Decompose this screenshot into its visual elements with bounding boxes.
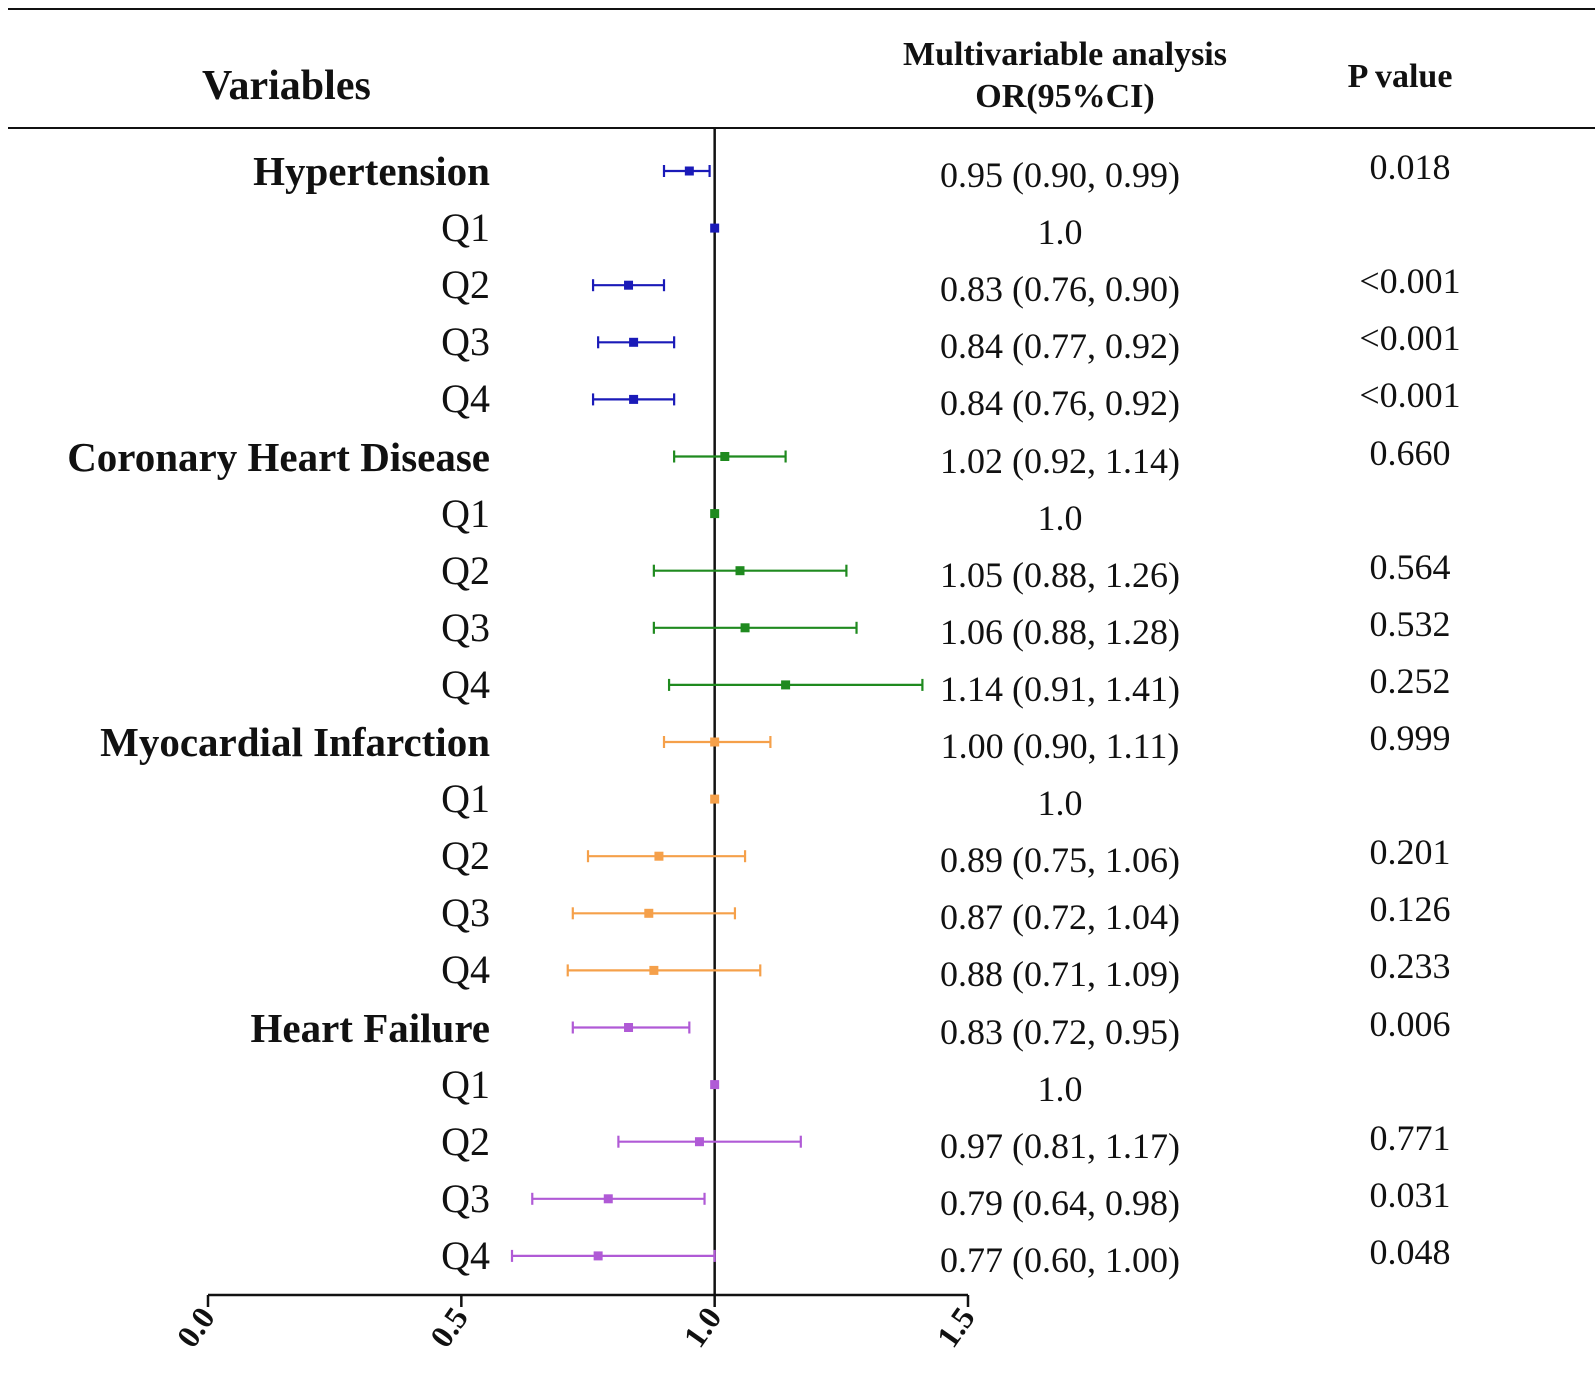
or-ci-text: 1.14 (0.91, 1.41) bbox=[940, 668, 1180, 709]
quartile-label: Q3 bbox=[441, 319, 490, 365]
p-value: 0.660 bbox=[1369, 432, 1451, 473]
x-tick-label-1: 0.5 bbox=[423, 1300, 475, 1353]
or-ci-text: 0.95 (0.90, 0.99) bbox=[940, 155, 1180, 195]
quartile-label: Q1 bbox=[441, 205, 490, 251]
p-value: 0.233 bbox=[1369, 946, 1451, 987]
p-value-header: P value bbox=[1347, 58, 1453, 95]
point-estimate bbox=[710, 1080, 720, 1090]
p-value: 0.999 bbox=[1369, 718, 1451, 758]
or-ci-text: 0.83 (0.72, 0.95) bbox=[940, 1011, 1180, 1052]
point-estimate bbox=[735, 566, 745, 576]
or-ci-text: 1.0 bbox=[1037, 497, 1083, 538]
p-value: 0.126 bbox=[1369, 889, 1451, 930]
quartile-label: Q2 bbox=[441, 547, 490, 593]
quartile-label: Q2 bbox=[441, 1118, 490, 1164]
or-ci-text: 1.05 (0.88, 1.26) bbox=[940, 554, 1180, 595]
p-value: 0.018 bbox=[1369, 147, 1451, 187]
point-estimate bbox=[654, 851, 664, 861]
point-estimate bbox=[710, 509, 720, 519]
or-ci-text: 0.84 (0.77, 0.92) bbox=[940, 326, 1180, 367]
quartile-label: Q1 bbox=[441, 776, 490, 822]
or-ci-text: 0.84 (0.76, 0.92) bbox=[940, 383, 1180, 424]
multivariable-header-line1: Multivariable analysis bbox=[903, 36, 1227, 73]
p-value: 0.201 bbox=[1369, 832, 1451, 873]
quartile-label: Q4 bbox=[441, 661, 490, 707]
or-ci-text: 1.00 (0.90, 1.11) bbox=[940, 726, 1180, 766]
or-ci-text: 0.77 (0.60, 1.00) bbox=[940, 1239, 1180, 1280]
point-estimate bbox=[781, 680, 791, 690]
or-ci-text: 1.0 bbox=[1037, 783, 1083, 824]
x-tick-label-2: 1.0 bbox=[676, 1300, 728, 1353]
point-estimate bbox=[710, 223, 720, 233]
multivariable-header: Multivariable analysis OR(95%CI) bbox=[880, 34, 1250, 118]
point-estimate bbox=[684, 166, 694, 176]
group-label: Coronary Heart Disease bbox=[67, 433, 490, 480]
quartile-label: Q3 bbox=[441, 890, 490, 936]
p-value: 0.771 bbox=[1369, 1117, 1451, 1158]
p-value: 0.564 bbox=[1369, 546, 1451, 587]
p-value: 0.031 bbox=[1369, 1174, 1451, 1215]
point-estimate bbox=[603, 1194, 613, 1204]
quartile-label: Q2 bbox=[441, 833, 490, 879]
point-estimate bbox=[644, 908, 654, 918]
x-tick-label-0: 0.0 bbox=[169, 1300, 221, 1353]
x-tick-label-3: 1.5 bbox=[929, 1300, 981, 1353]
quartile-label: Q4 bbox=[441, 1232, 490, 1278]
top-rule bbox=[8, 8, 1595, 10]
p-value: 0.006 bbox=[1369, 1003, 1451, 1044]
or-ci-text: 0.83 (0.76, 0.90) bbox=[940, 269, 1180, 310]
or-ci-text: 0.87 (0.72, 1.04) bbox=[940, 897, 1180, 938]
point-estimate bbox=[720, 452, 730, 461]
point-estimate bbox=[710, 794, 720, 804]
point-estimate bbox=[629, 337, 639, 347]
point-estimate bbox=[710, 737, 720, 747]
or-ci-text: 0.79 (0.64, 0.98) bbox=[940, 1182, 1180, 1223]
p-value: <0.001 bbox=[1359, 261, 1461, 302]
p-value: 0.532 bbox=[1369, 603, 1451, 644]
quartile-label: Q3 bbox=[441, 1175, 490, 1221]
quartile-label: Q1 bbox=[441, 1061, 490, 1107]
or-ci-text: 1.02 (0.92, 1.14) bbox=[940, 440, 1180, 481]
group-label: Hypertension bbox=[253, 148, 490, 194]
quartile-label: Q4 bbox=[441, 376, 490, 422]
p-value: 0.048 bbox=[1369, 1231, 1451, 1272]
p-value: <0.001 bbox=[1359, 318, 1461, 359]
group-label: Heart Failure bbox=[250, 1004, 490, 1051]
point-estimate bbox=[593, 1251, 603, 1261]
point-estimate bbox=[740, 623, 750, 633]
quartile-label: Q1 bbox=[441, 490, 490, 536]
point-estimate bbox=[694, 1137, 704, 1147]
group-label: Myocardial Infarction bbox=[100, 719, 490, 765]
variables-header: Variables bbox=[202, 63, 371, 109]
or-ci-text: 0.89 (0.75, 1.06) bbox=[940, 840, 1180, 881]
or-ci-text: 0.97 (0.81, 1.17) bbox=[940, 1125, 1180, 1166]
quartile-label: Q2 bbox=[441, 262, 490, 308]
point-estimate bbox=[649, 965, 659, 975]
point-estimate bbox=[629, 394, 639, 404]
or-ci-text: 1.0 bbox=[1037, 212, 1083, 253]
p-value: <0.001 bbox=[1359, 375, 1461, 416]
or-ci-text: 1.0 bbox=[1037, 1068, 1083, 1109]
or-ci-text: 1.06 (0.88, 1.28) bbox=[940, 611, 1180, 652]
p-value: 0.252 bbox=[1369, 660, 1451, 701]
quartile-label: Q3 bbox=[441, 604, 490, 650]
quartile-label: Q4 bbox=[441, 947, 490, 993]
header-rule bbox=[8, 127, 1595, 129]
point-estimate bbox=[624, 280, 634, 290]
point-estimate bbox=[624, 1023, 634, 1032]
or-ci-text: 0.88 (0.71, 1.09) bbox=[940, 954, 1180, 995]
multivariable-header-line2: OR(95%CI) bbox=[975, 78, 1155, 115]
